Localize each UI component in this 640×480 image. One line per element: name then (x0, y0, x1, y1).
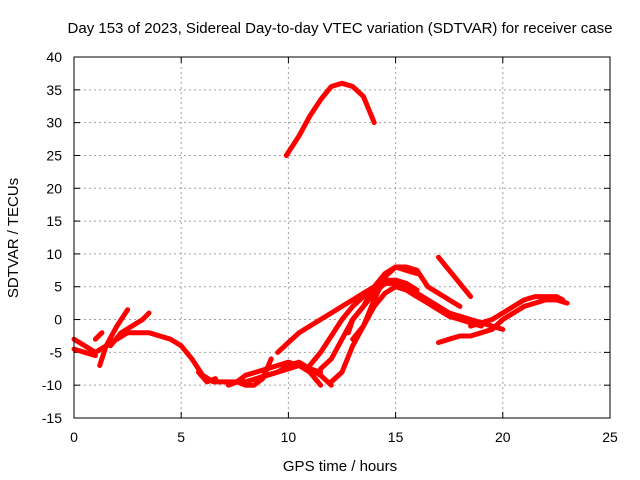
y-tick-label: 20 (46, 180, 62, 196)
series-track-15 (350, 264, 420, 342)
x-tick-label: 20 (495, 429, 511, 445)
x-axis-label: GPS time / hours (283, 458, 397, 475)
y-tick-label: 15 (46, 213, 62, 229)
series-track-17 (436, 254, 474, 300)
series-track-3 (97, 307, 131, 368)
series-track-16 (283, 80, 377, 158)
grid-lines (74, 57, 610, 418)
series-track-6 (195, 369, 218, 385)
chart-title: Day 153 of 2023, Sidereal Day-to-day VTE… (68, 20, 613, 37)
series-track-5 (92, 330, 105, 342)
series-track-4 (107, 310, 152, 349)
data-series (71, 80, 570, 388)
y-axis-label: SDTVAR / TECUs (5, 178, 22, 298)
x-tick-label: 5 (177, 429, 185, 445)
y-tick-label: 35 (46, 82, 62, 98)
y-tick-labels: -15 -10 -5 0 5 10 15 20 25 30 35 40 (42, 49, 62, 426)
y-tick-label: 30 (46, 115, 62, 131)
series-track-2 (71, 346, 98, 359)
y-tick-label: -15 (42, 410, 62, 426)
x-tick-label: 0 (70, 429, 78, 445)
x-tick-label: 10 (281, 429, 297, 445)
x-tick-labels: 0 5 10 15 20 25 (70, 429, 618, 445)
series-track-10 (275, 277, 420, 355)
y-tick-label: 40 (46, 49, 62, 65)
series-track-13 (328, 284, 484, 385)
series-track-18 (436, 297, 570, 345)
x-tick-label: 15 (388, 429, 404, 445)
y-tick-label: 25 (46, 147, 62, 163)
series-track-19 (468, 294, 566, 329)
x-tick-label: 25 (602, 429, 618, 445)
y-tick-label: 0 (54, 312, 62, 328)
axes (73, 56, 611, 419)
plot-frame (73, 56, 611, 419)
y-tick-label: 10 (46, 246, 62, 262)
y-tick-label: -5 (50, 344, 63, 360)
y-tick-label: -10 (42, 377, 62, 393)
series-track-9 (253, 363, 334, 388)
y-tick-label: 5 (54, 279, 62, 295)
